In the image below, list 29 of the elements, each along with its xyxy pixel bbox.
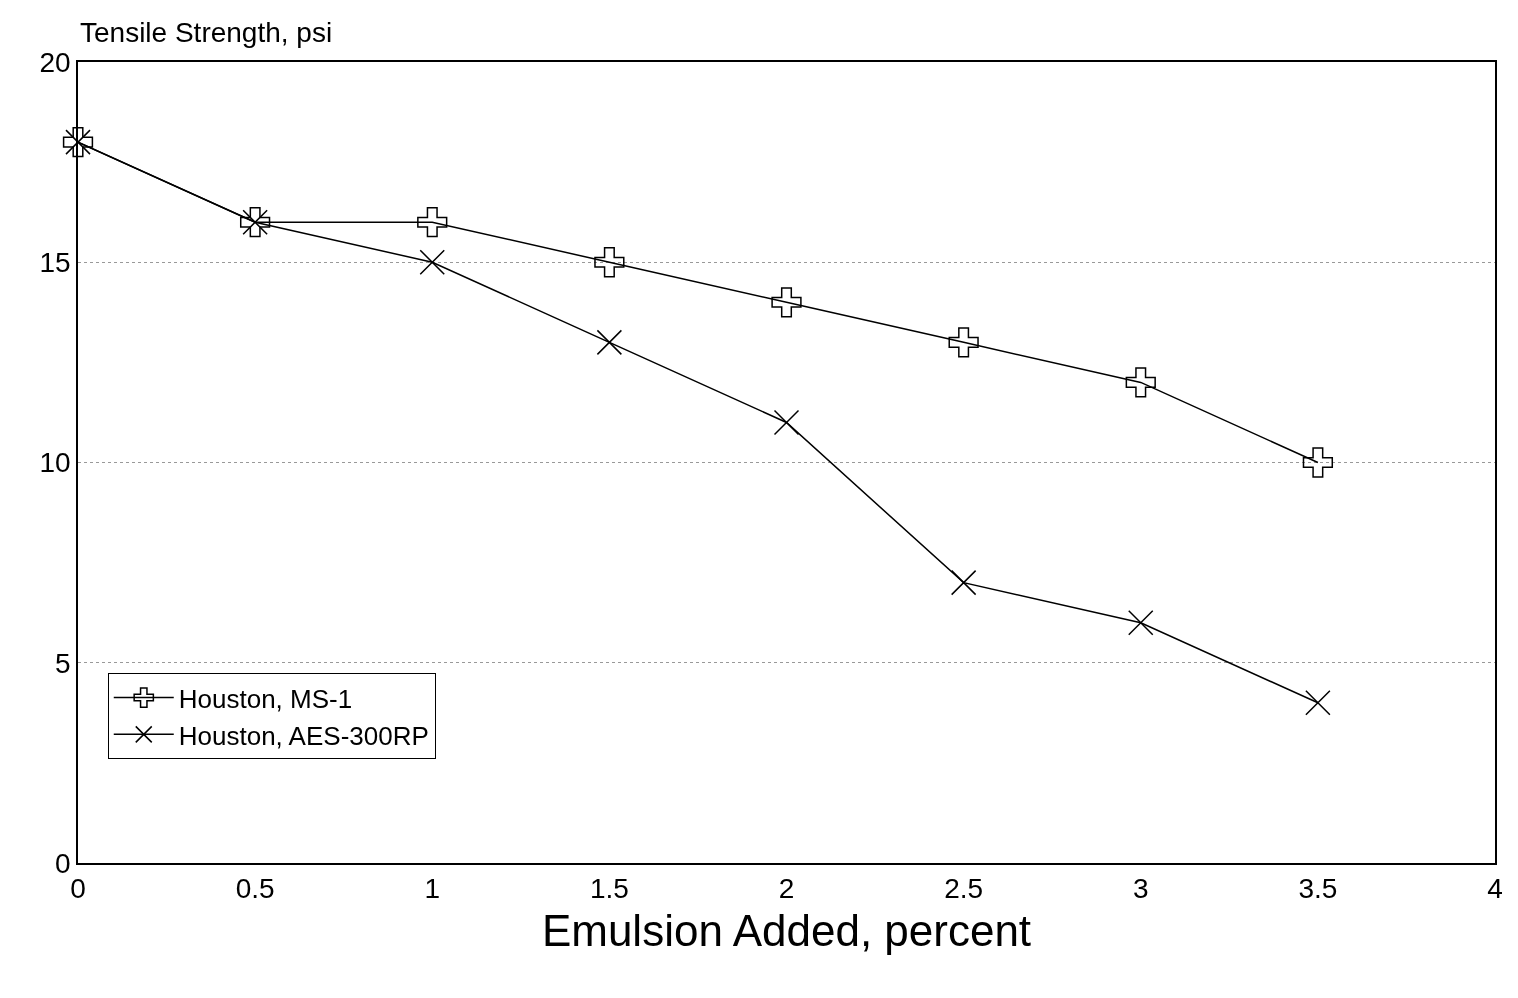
x-tick-label: 0.5 — [235, 873, 275, 905]
legend-label: Houston, MS-1 — [178, 683, 353, 714]
point — [1305, 690, 1331, 716]
y-tick-label: 20 — [39, 46, 71, 78]
y-tick-label: 0 — [55, 847, 71, 879]
legend-label: Houston, AES-300RP — [178, 720, 429, 751]
x-tick-label: 4 — [1487, 873, 1503, 905]
point — [419, 249, 445, 275]
y-tick-label: 5 — [55, 647, 71, 679]
point — [417, 207, 448, 238]
point — [1128, 609, 1154, 636]
x-axis-title: Emulsion Added, percent — [541, 906, 1032, 956]
point — [1302, 447, 1334, 478]
point — [594, 247, 625, 278]
x-tick-label: 2 — [778, 873, 795, 905]
x-tick-label: 1.5 — [589, 873, 629, 905]
point — [948, 327, 979, 358]
x-tick-label: 3 — [1132, 873, 1149, 905]
x-tick-label: 2.5 — [944, 873, 984, 905]
y-tick-label: 10 — [39, 447, 71, 479]
y-tick-label: 15 — [39, 247, 71, 279]
point — [596, 329, 623, 356]
point — [771, 287, 802, 318]
point — [773, 409, 800, 436]
x-tick-label: 1 — [424, 873, 441, 905]
point — [1125, 367, 1156, 398]
y-axis-title: Tensile Strength, psi — [80, 17, 333, 48]
point — [950, 569, 977, 596]
x-tick-label: 3.5 — [1298, 873, 1338, 905]
